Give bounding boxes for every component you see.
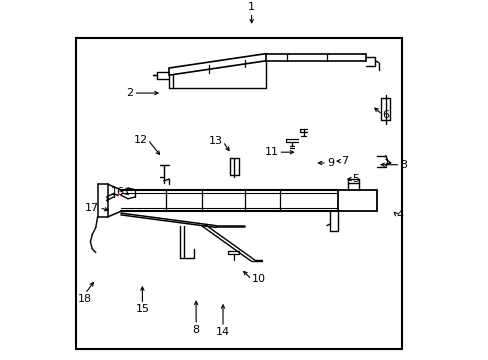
- Text: 15: 15: [135, 305, 149, 315]
- Text: 8: 8: [192, 325, 199, 335]
- Text: 6: 6: [382, 109, 388, 120]
- Text: 13: 13: [208, 136, 223, 147]
- Text: 2: 2: [126, 88, 133, 98]
- FancyBboxPatch shape: [76, 37, 401, 349]
- Text: 18: 18: [78, 294, 92, 304]
- Text: 11: 11: [264, 147, 278, 157]
- Text: 7: 7: [341, 156, 347, 166]
- Text: 10: 10: [251, 274, 265, 284]
- Text: 12: 12: [133, 135, 147, 145]
- Text: 3: 3: [400, 160, 407, 170]
- Text: 5: 5: [351, 174, 358, 184]
- Text: 17: 17: [85, 203, 99, 213]
- Text: 16: 16: [110, 186, 124, 197]
- Text: 1: 1: [247, 3, 255, 13]
- Text: 4: 4: [396, 210, 403, 220]
- Text: 14: 14: [216, 327, 229, 337]
- Text: 9: 9: [326, 158, 333, 168]
